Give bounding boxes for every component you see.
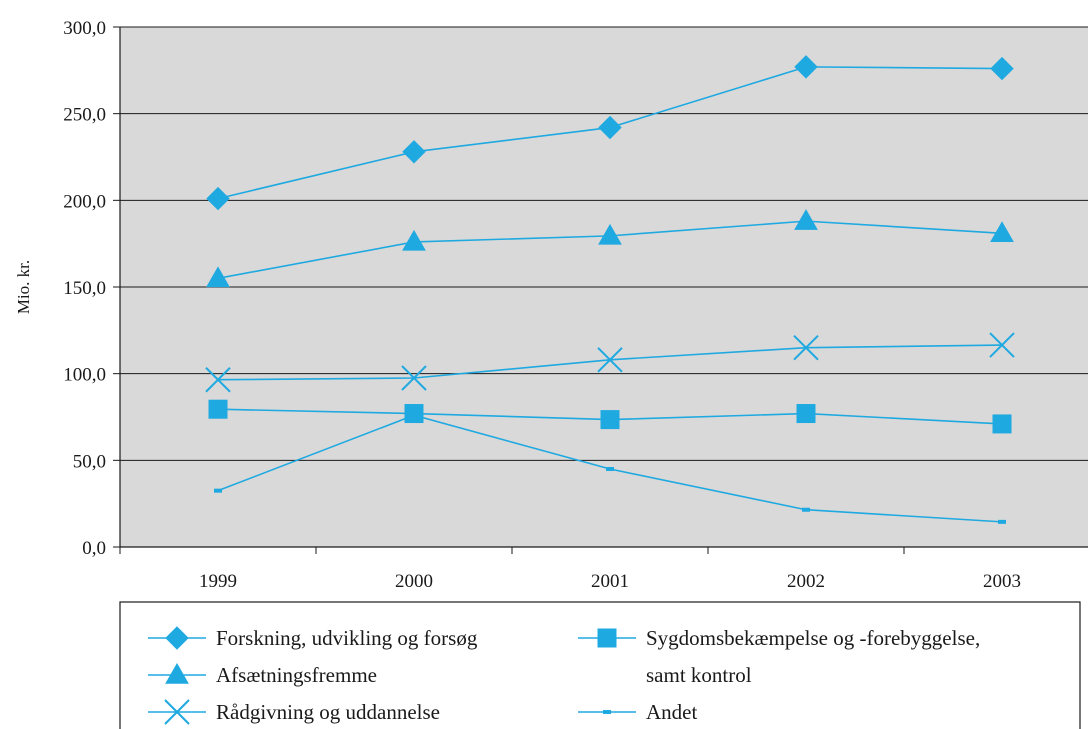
legend-item: Andet xyxy=(578,700,697,724)
legend-label: Andet xyxy=(646,700,697,724)
legend-label: Sygdomsbekæmpelse og -forebyggelse, xyxy=(646,626,980,650)
data-point-diamond xyxy=(794,55,818,79)
legend-label: samt kontrol xyxy=(646,663,752,687)
data-point-x xyxy=(205,367,231,393)
data-point-square xyxy=(208,399,228,419)
data-point-triangle xyxy=(794,209,818,230)
y-axis-title: Mio. kr. xyxy=(14,260,33,314)
legend-label: Forskning, udvikling og forsøg xyxy=(216,626,478,650)
legend-item: Forskning, udvikling og forsøg xyxy=(148,626,478,650)
data-point-square xyxy=(600,410,620,430)
data-point-square xyxy=(992,414,1012,434)
axes xyxy=(113,26,1088,554)
data-point-diamond xyxy=(402,140,426,164)
y-tick-label: 50,0 xyxy=(73,451,106,472)
legend-item: Afsætningsfremme xyxy=(148,662,377,687)
x-tick-label: 1999 xyxy=(199,571,237,592)
data-point-x xyxy=(401,365,427,391)
data-point-dash xyxy=(410,413,418,418)
data-point-square xyxy=(796,404,816,424)
legend-item: Sygdomsbekæmpelse og -forebyggelse, samt … xyxy=(578,626,980,687)
y-tick-label: 300,0 xyxy=(63,18,106,39)
x-tick-label: 2003 xyxy=(983,571,1021,592)
data-point-diamond xyxy=(598,115,622,140)
data-point-x xyxy=(597,347,623,373)
y-tick-label: 250,0 xyxy=(63,105,106,126)
data-point-x xyxy=(793,334,819,361)
legend-label: Afsætningsfremme xyxy=(216,663,377,687)
y-tick-label: 150,0 xyxy=(63,278,106,299)
data-point-x xyxy=(989,332,1015,358)
data-point-diamond xyxy=(206,186,230,211)
x-tick-label: 2002 xyxy=(787,571,825,592)
data-point-triangle xyxy=(402,229,426,251)
legend: Forskning, udvikling og forsøg Afsætnings… xyxy=(148,626,980,725)
legend-marker-square xyxy=(597,628,617,648)
legend-item: Rådgivning og uddannelse xyxy=(148,699,440,725)
legend-marker-diamond xyxy=(165,626,189,650)
gridlines xyxy=(120,26,1088,461)
legend-box xyxy=(119,601,1081,729)
data-point-triangle xyxy=(206,266,230,288)
legend-marker-dash xyxy=(603,710,611,714)
data-point-dash xyxy=(802,507,810,512)
legend-marker-triangle xyxy=(165,662,189,684)
y-tick-label: 200,0 xyxy=(63,191,106,212)
x-tick-label: 2000 xyxy=(395,571,433,592)
data-point-dash xyxy=(606,467,614,471)
data-point-triangle xyxy=(598,223,622,245)
data-point-dash xyxy=(998,519,1006,524)
y-tick-label: 100,0 xyxy=(63,365,106,386)
legend-label: Rådgivning og uddannelse xyxy=(216,700,440,724)
legend-marker-x xyxy=(164,699,190,725)
y-axis-tick-labels: 0,0 50,0 100,0 150,0 200,0 250,0 300,0 xyxy=(63,18,106,559)
series-markers xyxy=(205,55,1015,524)
data-point-diamond xyxy=(990,56,1014,81)
y-tick-label: 0,0 xyxy=(82,538,106,559)
data-point-dash xyxy=(214,488,222,493)
data-point-triangle xyxy=(990,221,1014,243)
x-tick-label: 2001 xyxy=(591,571,629,592)
x-axis-tick-labels: 1999 2000 2001 2002 2003 xyxy=(199,571,1021,592)
